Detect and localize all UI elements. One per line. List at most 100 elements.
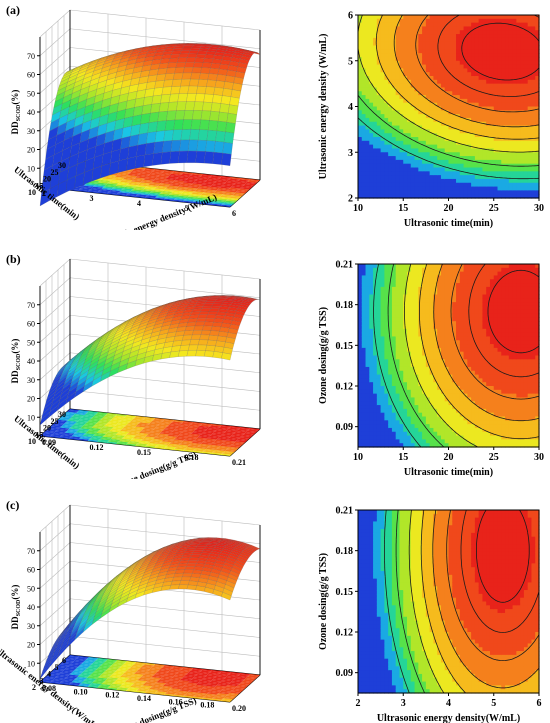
y-tick-label: 6 [232,209,236,218]
z-tick-label: 10 [27,659,35,668]
y-tick-label: 0.18 [336,546,354,557]
y-tick-label: 0.18 [200,701,214,710]
x-tick-label: 10 [353,203,363,214]
y-tick-label: 4 [137,199,141,208]
y-tick-label: 0.10 [74,687,88,696]
panel-label-c: (c) [6,498,20,512]
y-tick-label: 0.15 [336,341,354,352]
z-tick-label: 40 [27,603,35,612]
z-tick-label: 20 [27,395,35,404]
z-axis-label: DDSCOD(%) [10,90,22,135]
x-tick-label: 4 [446,698,451,709]
z-tick-label: 60 [27,566,35,575]
floor-contour [40,409,260,456]
y-axis-label: Ozone dosing(g/g TSS) [113,695,198,723]
z-tick-label: 20 [27,146,35,155]
x-tick-label: 6 [62,656,66,665]
y-tick-label: 3 [90,194,94,203]
contour-fill [358,510,540,694]
y-tick-label: 0.20 [232,704,246,713]
x-axis-label: Ultrasonic time(min) [404,218,493,229]
y-axis-label: Ultrasonic energy density (W/mL) [318,34,329,180]
z-tick-label: 20 [27,641,35,650]
x-tick-label: 15 [36,181,44,190]
y-ticks: 0.21 0.18 0.15 0.12 0.09 [42,438,246,467]
x-tick-label: 25 [51,168,59,177]
response-surface [39,43,261,207]
x-tick-label: 10 [353,452,363,463]
y-tick-label: 0.09 [42,438,56,447]
y-tick-label: 0.18 [185,453,199,462]
y-tick-label: 4 [348,102,353,113]
z-tick-label: 70 [27,52,35,61]
y-tick-label: 0.12 [90,443,104,452]
x-tick-label: 15 [398,203,408,214]
y-tick-label: 0.12 [105,691,119,700]
y-tick-label: 0.12 [336,382,354,393]
x-tick-label: 20 [43,424,51,433]
y-tick-label: 0.18 [336,300,354,311]
y-tick-label: 6 [348,11,353,22]
panel-label-a: (a) [6,3,20,17]
x-tick-label: 30 [58,161,66,170]
x-tick-label: 10 [28,188,36,197]
z-axis-label: DDSCOD(%) [10,339,22,384]
z-axis-label: DDSCOD(%) [10,585,22,630]
y-tick-label: 0.08 [42,684,56,693]
x-tick-label: 4 [47,670,51,679]
y-tick-label: 0.15 [336,587,354,598]
x-tick-label: 20 [43,175,51,184]
y-tick-label: 5 [348,56,353,67]
z-tick-label: 50 [27,89,35,98]
x-tick-label: 3 [401,698,406,709]
x-tick-label: 15 [36,430,44,439]
contour-lines [384,509,540,694]
x-tick-label: 2 [32,683,36,692]
floor-contour [40,655,260,702]
contour-lines [373,263,540,448]
y-tick-label: 0.12 [336,628,354,639]
contour-fill [358,15,540,199]
response-surface [39,537,261,680]
y-tick-label: 0.21 [336,506,354,517]
x-axis-label: Ultrasonic time(min) [404,467,493,478]
contour-plot-b: 10 15 20 25 30 0.09 0.12 0.15 0.18 0.21 Ultrasonic… [318,260,544,479]
y-tick-label: 0.14 [137,694,151,703]
y-tick-label: 0.21 [336,260,354,271]
y-tick-label: 0.09 [336,668,354,679]
panel-label-b: (b) [6,252,21,266]
x-tick-label: 30 [534,452,544,463]
x-tick-label: 5 [55,663,59,672]
z-tick-label: 60 [27,71,35,80]
y-tick-label: 0.15 [137,448,151,457]
x-tick-label: 25 [489,452,499,463]
z-tick-label: 40 [27,357,35,366]
x-tick-label: 20 [444,203,454,214]
x-tick-label: 3 [40,676,44,685]
y-axis-label: Ozone dosing(g/g TSS) [113,449,198,479]
z-ticks: 10 20 30 40 50 60 70 [27,301,40,422]
x-tick-label: 25 [489,203,499,214]
y-tick-label: 2 [42,189,46,198]
y-ticks: 6 5 4 3 2 [42,189,236,218]
y-ticks: 0.20 0.18 0.16 0.14 0.12 0.10 0.08 [42,684,246,713]
y-tick-label: 0.21 [232,458,246,467]
contour-plot-a: 10 15 20 25 30 2 3 4 5 6 Ultrasonic time(min) Ultra… [318,11,544,230]
x-tick-label: 25 [51,417,59,426]
z-tick-label: 30 [27,127,35,136]
y-axis-label: Ozone dosing(g/g TSS) [318,553,329,650]
x-tick-label: 10 [28,437,36,446]
x-tick-label: 6 [537,698,542,709]
y-tick-label: 3 [348,148,353,159]
y-tick-label: 0.09 [336,422,354,433]
surface-plot-b: 10203040506070DDSCOD(%)3025201510Ultraso… [10,258,261,479]
y-tick-label: 5 [185,204,189,213]
x-tick-label: 15 [398,452,408,463]
surface-plot-a: 10203040506070DDSCOD(%)3025201510Ultraso… [10,9,261,230]
x-tick-label: 30 [534,203,544,214]
y-tick-label: 0.16 [169,697,183,706]
z-tick-label: 10 [27,413,35,422]
